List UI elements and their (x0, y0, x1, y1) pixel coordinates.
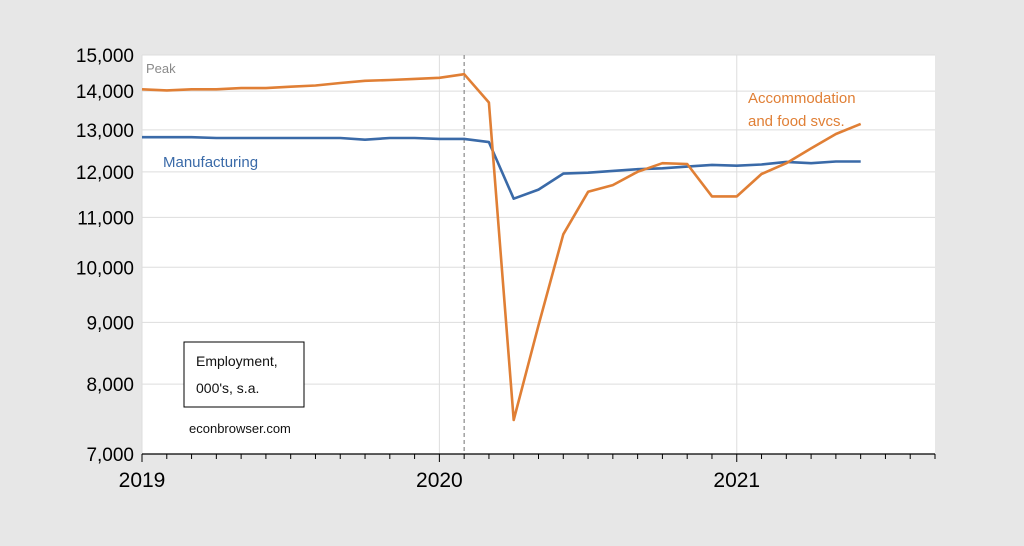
source-label: econbrowser.com (189, 421, 291, 436)
y-tick-label-7: 14,000 (76, 82, 134, 103)
y-tick-label-3: 10,000 (76, 258, 134, 279)
y-tick-label-5: 12,000 (76, 163, 134, 184)
peak-label: Peak (146, 61, 176, 76)
x-tick-label-0: 2019 (119, 469, 166, 492)
peak-marker: Peak (146, 55, 465, 454)
y-tick-label-1: 8,000 (86, 375, 134, 396)
x-tick-label-1: 2020 (416, 469, 463, 492)
series-labels: Manufacturing Accommodation and food svcs. (163, 90, 856, 171)
series-lines (141, 72, 862, 422)
series-line-1 (141, 72, 862, 422)
series-line-0 (142, 135, 861, 200)
x-tick-label-2: 2021 (713, 469, 760, 492)
y-axis: 7,000 8,000 9,000 10,000 11,000 12,000 13,000 1… (76, 46, 134, 466)
y-tick-label-0: 7,000 (86, 445, 134, 466)
annotation-line-2: 000's, s.a. (196, 380, 259, 396)
y-tick-label-8: 15,000 (76, 46, 134, 67)
annotation-line-1: Employment, (196, 353, 278, 369)
y-tick-label-6: 13,000 (76, 121, 134, 142)
series-label-accommodation: Accommodation and food svcs. (748, 90, 856, 130)
y-tick-label-2: 9,000 (86, 313, 134, 334)
series-label-manufacturing: Manufacturing (163, 154, 258, 171)
annotation-box: Employment, 000's, s.a. (183, 341, 305, 408)
y-tick-label-4: 11,000 (77, 208, 134, 229)
x-axis: 2019 2020 2021 (119, 453, 936, 492)
